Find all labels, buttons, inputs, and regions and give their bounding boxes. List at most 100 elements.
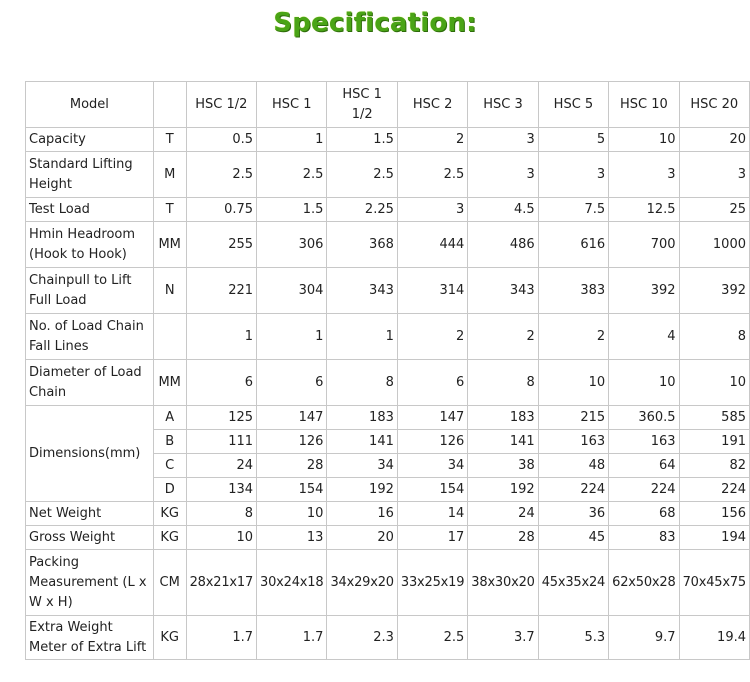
row-unit: D (152, 477, 187, 502)
table-cell: 10 (678, 359, 750, 406)
table-cell: 5.3 (537, 615, 610, 660)
table-cell: 3 (467, 127, 539, 152)
table-cell: 183 (326, 405, 398, 430)
model-column-header: HSC 2 (396, 81, 469, 128)
table-cell: 36 (537, 501, 610, 526)
table-cell: 2 (467, 313, 539, 360)
table-cell: 10 (608, 359, 680, 406)
table-cell: 24 (185, 453, 258, 478)
table-cell: 28x21x17 (185, 549, 258, 616)
table-cell: 8 (185, 501, 258, 526)
table-cell: 368 (326, 221, 398, 268)
table-cell: 1.5 (256, 197, 328, 222)
table-cell: 1 (256, 313, 328, 360)
table-cell: 48 (537, 453, 610, 478)
table-cell: 25 (678, 197, 750, 222)
table-cell: 20 (326, 525, 398, 550)
table-cell: 28 (256, 453, 328, 478)
table-cell: 34x29x20 (326, 549, 398, 616)
model-column-header: HSC 20 (678, 81, 750, 128)
table-cell: 2.3 (326, 615, 398, 660)
table-cell: 6 (185, 359, 258, 406)
table-cell: 255 (185, 221, 258, 268)
table-cell: 194 (678, 525, 750, 550)
row-unit: T (152, 197, 187, 222)
table-cell: 360.5 (608, 405, 680, 430)
table-cell: 224 (608, 477, 680, 502)
table-cell: 314 (396, 267, 469, 314)
table-cell: 343 (326, 267, 398, 314)
table-cell: 111 (185, 429, 258, 454)
row-label: Standard Lifting Height (25, 151, 154, 198)
table-cell: 2 (537, 313, 610, 360)
table-cell: 392 (608, 267, 680, 314)
table-cell: 7.5 (537, 197, 610, 222)
row-unit (152, 313, 187, 360)
row-unit: N (152, 267, 187, 314)
dimension-a-row: Dimensions(mm) A 125 147 183 147 183 215… (25, 405, 750, 502)
row-label: Extra Weight Meter of Extra Lift (25, 615, 154, 660)
row-label: No. of Load Chain Fall Lines (25, 313, 154, 360)
table-cell: 191 (678, 429, 750, 454)
model-column-header: HSC 10 (608, 81, 680, 128)
chainpull-row: Chainpull to Lift Full Load N 221 304 34… (25, 267, 750, 314)
table-cell: 147 (256, 405, 328, 430)
table-cell: 585 (678, 405, 750, 430)
table-cell: 2.5 (256, 151, 328, 198)
table-cell: 4 (608, 313, 680, 360)
table-cell: 163 (537, 429, 610, 454)
lifting-height-row: Standard Lifting Height M 2.5 2.5 2.5 2.… (25, 151, 750, 198)
table-cell: 33x25x19 (396, 549, 469, 616)
table-cell: 12.5 (608, 197, 680, 222)
row-label: Diameter of Load Chain (25, 359, 154, 406)
table-cell: 5 (537, 127, 610, 152)
table-cell: 8 (326, 359, 398, 406)
row-label: Net Weight (25, 501, 154, 526)
table-cell: 68 (608, 501, 680, 526)
dimension-b-row: B 111 126 141 126 141 163 163 191 (26, 429, 750, 454)
table-cell: 1 (256, 127, 328, 152)
table-cell: 70x45x75 (678, 549, 750, 616)
table-cell: 392 (678, 267, 750, 314)
table-cell: 3 (608, 151, 680, 198)
table-cell: 444 (396, 221, 469, 268)
table-cell: 34 (326, 453, 398, 478)
table-cell: 24 (467, 501, 539, 526)
table-cell: 192 (467, 477, 539, 502)
row-unit: A (152, 405, 187, 430)
table-cell: 224 (537, 477, 610, 502)
model-column-header: HSC 1/2 (185, 81, 258, 128)
table-cell: 8 (678, 313, 750, 360)
table-cell: 125 (185, 405, 258, 430)
table-cell: 126 (256, 429, 328, 454)
table-cell: 134 (185, 477, 258, 502)
table-cell: 383 (537, 267, 610, 314)
table-cell: 19.4 (678, 615, 750, 660)
table-cell: 141 (467, 429, 539, 454)
row-unit: M (152, 151, 187, 198)
row-label: Dimensions(mm) (25, 405, 154, 502)
table-cell: 83 (608, 525, 680, 550)
table-cell: 616 (537, 221, 610, 268)
table-cell: 2.5 (326, 151, 398, 198)
table-cell: 1.5 (326, 127, 398, 152)
table-cell: 4.5 (467, 197, 539, 222)
capacity-row: Capacity T 0.5 1 1.5 2 3 5 10 20 (25, 127, 750, 152)
table-cell: 45x35x24 (537, 549, 610, 616)
table-cell: 3 (678, 151, 750, 198)
table-cell: 1.7 (256, 615, 328, 660)
table-cell: 221 (185, 267, 258, 314)
row-label: Capacity (25, 127, 154, 152)
table-cell: 126 (396, 429, 469, 454)
row-label: Gross Weight (25, 525, 154, 550)
table-cell: 1 (326, 313, 398, 360)
test-load-row: Test Load T 0.75 1.5 2.25 3 4.5 7.5 12.5… (25, 197, 750, 222)
table-cell: 14 (396, 501, 469, 526)
packing-row: Packing Measurement (L x W x H) CM 28x21… (25, 549, 750, 616)
table-cell: 82 (678, 453, 750, 478)
model-column-header: HSC 1 1/2 (326, 81, 398, 128)
table-cell: 8 (467, 359, 539, 406)
row-unit: CM (152, 549, 187, 616)
table-cell: 156 (678, 501, 750, 526)
table-cell: 304 (256, 267, 328, 314)
